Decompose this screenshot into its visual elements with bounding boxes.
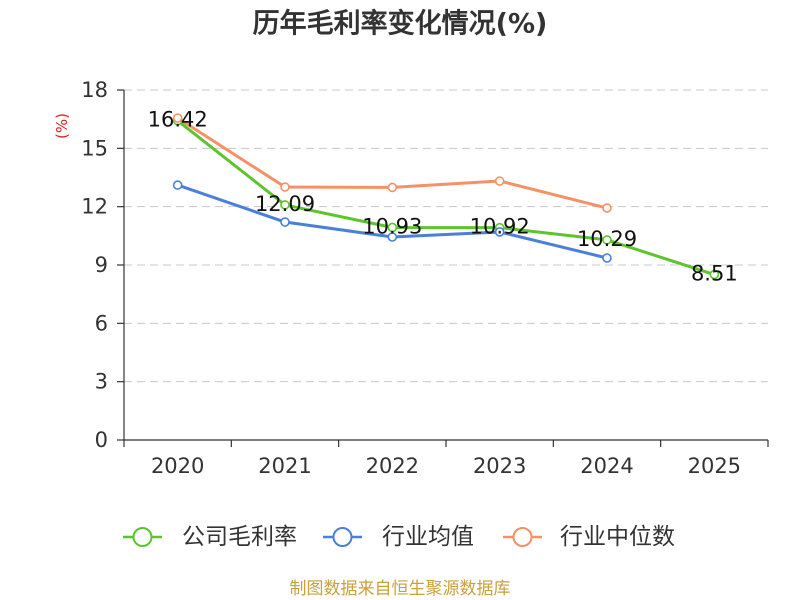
legend-label: 行业均值 (382, 524, 474, 550)
series-0-data-label: 10.92 (470, 215, 530, 239)
series-0-data-label: 16.42 (148, 108, 208, 132)
series-0-point (709, 269, 720, 280)
x-tick-label: 2024 (580, 454, 633, 478)
series-1-point (602, 253, 612, 263)
x-tick-label: 2020 (151, 454, 204, 478)
legend-item-company-gross-margin[interactable]: 公司毛利率 (123, 524, 297, 550)
series-0-data-label: 8.51 (691, 262, 738, 286)
axes: 0 3 6 9 12 15 18 2020 2021 2022 2023 2024 2025 (81, 78, 769, 478)
series-0-data-label: 10.29 (577, 227, 637, 251)
x-tick-label: 2021 (258, 454, 311, 478)
series-2-point (172, 113, 183, 123)
series-2-point (602, 203, 612, 213)
data-source-footer: 制图数据来自恒生聚源数据库 (290, 579, 511, 599)
series-0-line (176, 119, 716, 277)
series-2-point (387, 182, 398, 193)
series-0-data-label: 12.09 (255, 192, 315, 216)
series-0-point (602, 235, 612, 245)
series-0-point (387, 222, 398, 233)
legend-item-industry-median[interactable]: 行业中位数 (503, 524, 675, 550)
y-tick-label: 18 (81, 78, 108, 102)
y-tick-label: 0 (95, 428, 108, 452)
series-1-point (280, 217, 290, 227)
y-tick-label: 3 (95, 370, 108, 394)
series-1-point (387, 232, 398, 242)
y-tick-label: 6 (95, 311, 108, 335)
y-tick-label: 12 (81, 195, 108, 219)
legend: 公司毛利率 行业均值 行业中位数 (123, 524, 675, 550)
grid-lines (124, 89, 768, 383)
series-1-point (494, 227, 505, 237)
legend-item-industry-mean[interactable]: 行业均值 (323, 524, 474, 550)
series-2-point (280, 182, 290, 192)
legend-label: 公司毛利率 (182, 524, 297, 550)
x-tick-label: 2023 (473, 454, 526, 478)
legend-circle-icon (332, 527, 353, 547)
y-tick-label: 15 (81, 136, 108, 160)
data-labels: 16.42 12.09 10.93 10.92 10.29 8.51 (148, 108, 738, 286)
series-0-data-label: 10.93 (362, 214, 422, 238)
legend-circle-icon (512, 527, 533, 547)
x-tick-label: 2025 (688, 454, 741, 478)
series-1-point (172, 180, 183, 190)
legend-label: 行业中位数 (560, 524, 675, 550)
chart-title: 历年毛利率变化情况(%) (253, 8, 548, 40)
x-tick-label: 2022 (366, 454, 419, 478)
legend-circle-icon (132, 527, 153, 547)
y-axis-label: (%) (53, 113, 71, 139)
series-0-point (280, 200, 290, 210)
plot-series (172, 113, 720, 280)
series-2-line (176, 116, 609, 210)
y-tick-label: 9 (95, 253, 108, 277)
series-2-point (494, 176, 505, 186)
